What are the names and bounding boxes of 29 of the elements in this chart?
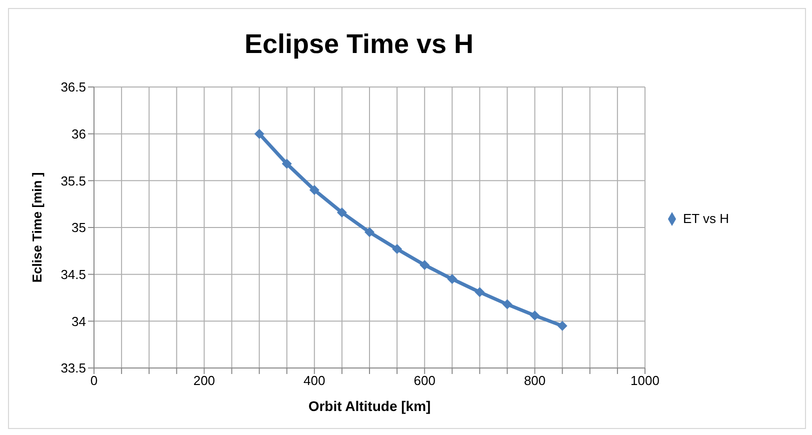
y-tick-label: 35.5	[60, 173, 86, 188]
y-axis-title: Eclise Time [min ]	[30, 172, 45, 283]
y-tick-label: 36.5	[60, 80, 86, 95]
x-tick-label: 200	[193, 373, 216, 388]
point	[392, 244, 402, 254]
x-axis-title: Orbit Altitude [km]	[308, 398, 431, 414]
point	[530, 310, 540, 321]
point	[336, 208, 347, 218]
point	[557, 320, 568, 331]
point	[254, 128, 264, 139]
point	[364, 227, 374, 238]
point	[282, 158, 292, 169]
y-tick-label: 34	[72, 314, 86, 329]
y-tick-label: 34.5	[60, 266, 86, 282]
point	[309, 185, 320, 196]
x-tick-label: 800	[524, 373, 546, 388]
point	[474, 287, 485, 298]
point	[502, 299, 512, 310]
point	[420, 260, 430, 270]
y-tick-label: 35	[72, 220, 86, 236]
x-tick-label: 1000	[630, 373, 660, 388]
x-tick-label: 600	[414, 373, 436, 388]
y-tick-label: 33.5	[60, 360, 86, 376]
x-tick-label: 0	[90, 373, 98, 388]
chart-title: Eclipse Time vs H	[243, 29, 475, 60]
y-tick-label: 36	[72, 126, 86, 142]
legend-label: ET vs H	[683, 210, 729, 226]
x-tick-label: 400	[304, 373, 326, 388]
point	[447, 274, 458, 284]
